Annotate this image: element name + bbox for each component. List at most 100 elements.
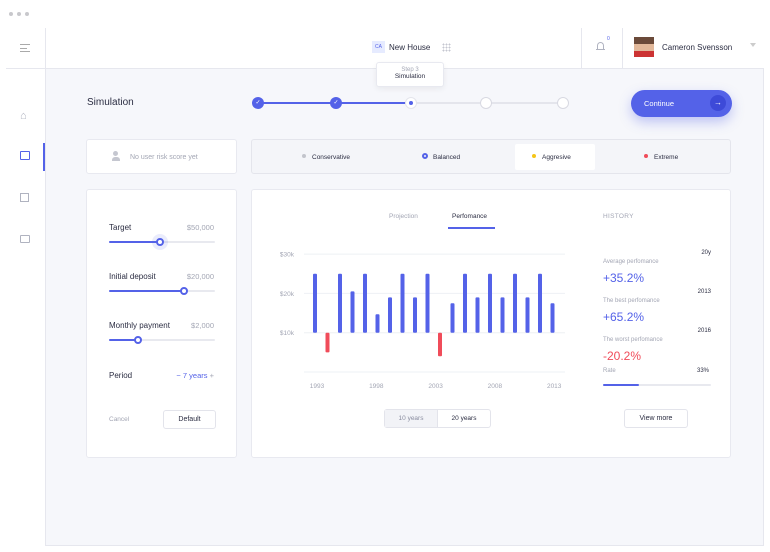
risk-option-balanced[interactable]: Balanced [422,153,460,161]
avatar[interactable] [634,37,654,57]
history-list: Average perfomance 20y +35.2% The best pe… [603,250,711,367]
rate-label: Rate [603,368,616,374]
risk-option-extreme[interactable]: Extreme [644,154,678,161]
bar-negative [325,332,330,353]
project-name[interactable]: New House [389,43,431,52]
risk-selected-bg [515,144,595,170]
bar [375,314,380,333]
history-item: Average perfomance 20y +35.2% [603,250,711,289]
bar-negative [438,332,442,357]
view-more-button[interactable]: View more [624,409,688,428]
bar [500,297,505,333]
sidebar: ⌂ [6,28,46,546]
chevron-down-icon[interactable] [750,43,756,47]
tab-projection[interactable]: Projection [389,213,418,220]
target-label: Target [109,223,132,232]
bar [525,297,530,333]
bar [513,273,517,333]
rate-value: 33% [696,368,709,374]
target-value: $50,000 [186,223,214,232]
period-plus-button[interactable]: + [209,371,214,380]
history-item-value: -20.2% [603,349,642,363]
risk-option-aggresive[interactable]: Aggresive [532,154,571,161]
cancel-button[interactable]: Cancel [109,416,130,423]
monthly-value: $2,000 [191,321,214,330]
bar [313,273,317,333]
monthly-label: Monthly payment [109,321,170,330]
deposit-value: $20,000 [186,272,214,281]
bar [400,273,405,333]
folder-icon[interactable] [20,235,30,243]
target-slider[interactable] [109,238,215,246]
arrow-right-icon: → [710,95,726,111]
risk-option-conservative[interactable]: Conservative [302,154,350,161]
notification-count: 0 [607,36,610,42]
bar [425,273,430,333]
tab-performance[interactable]: Perfomance [452,213,488,220]
history-title: HISTORY [603,213,634,220]
y-tick-label: $30k [280,252,295,259]
monthly-slider[interactable] [109,336,215,344]
note-icon[interactable] [20,193,29,202]
active-indicator [43,143,45,171]
range-10-years[interactable]: 10 years [385,410,437,427]
history-item: The best perfomance 2013 +65.2% [603,289,711,328]
step-2-check-icon[interactable]: ✓ [330,97,342,109]
history-item-label: Average perfomance [603,259,659,265]
continue-label: Continue [644,99,675,108]
history-item-value: +35.2% [603,271,645,285]
apps-grid-icon[interactable] [442,43,451,52]
bar [413,297,417,333]
folder-active-icon[interactable] [20,151,30,160]
menu-icon[interactable] [20,44,30,52]
bar [350,291,355,333]
history-item-tag: 2016 [697,328,711,334]
bar [450,303,455,333]
window-dot [25,12,29,16]
period-value: 7 years [182,371,208,380]
history-item-value: +65.2% [603,310,645,324]
performance-chart: $30k $20k $10k 1993 1998 2003 2008 2013 [280,252,565,390]
x-tick-label: 1993 [310,383,325,390]
y-tick-label: $20k [280,291,295,298]
step-5[interactable] [557,97,569,109]
x-tick-label: 1998 [369,383,384,390]
step-4[interactable] [480,97,492,109]
history-item: The worst perfomance 2016 -20.2% [603,328,711,367]
period-stepper: − 7 years + [176,371,214,380]
bar [538,273,542,333]
history-item-label: The worst perfomance [603,337,663,343]
default-button[interactable]: Default [163,410,216,429]
page-title: Simulation [87,97,134,108]
tooltip-step: Step 3 [401,67,419,73]
x-tick-label: 2008 [488,383,503,390]
continue-button[interactable]: Continue → [631,90,732,117]
step-1-check-icon[interactable]: ✓ [252,97,264,109]
range-toggle: 10 years 20 years [384,409,491,428]
window-dot [17,12,21,16]
history-item-tag: 2013 [697,289,711,295]
bar [338,273,342,333]
y-tick-label: $10k [280,330,295,337]
period-label: Period [109,371,133,380]
bar [550,303,555,333]
window-dot [9,12,13,16]
bell-icon[interactable] [596,42,605,51]
deposit-slider[interactable] [109,287,215,295]
step-tooltip: Step 3 Simulation [376,62,444,87]
tab-active-underline [448,227,495,229]
period-minus-button[interactable]: − [176,371,181,380]
x-tick-label: 2013 [547,383,562,390]
home-icon[interactable]: ⌂ [20,110,27,122]
range-20-years[interactable]: 20 years [437,410,490,427]
risk-score-card: No user risk score yet [86,139,237,174]
step-3-current[interactable] [405,97,417,109]
bar [463,273,467,333]
x-tick-label: 2003 [428,383,443,390]
user-icon [111,151,120,163]
project-badge: CA [372,41,385,53]
rate-bar [603,384,711,386]
user-name[interactable]: Cameron Svensson [662,43,733,52]
bar [388,297,392,333]
risk-selector: Conservative Balanced Aggresive Extreme [251,139,731,174]
